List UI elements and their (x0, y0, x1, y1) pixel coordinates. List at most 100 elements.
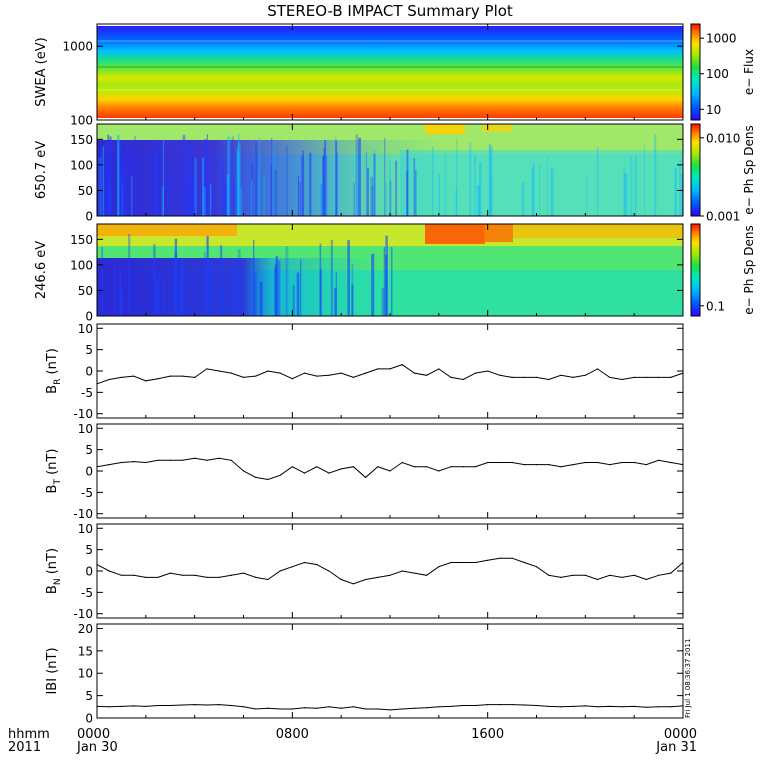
spectrogram-streak (469, 142, 472, 216)
y-tick-label: 5 (85, 543, 93, 557)
data-point (389, 368, 391, 370)
data-point (255, 375, 257, 377)
x-axis-row2-label: 2011 (8, 740, 41, 755)
data-point (206, 576, 208, 579)
data-point (596, 706, 599, 708)
spectrogram-streak (335, 140, 338, 216)
data-point (633, 376, 635, 378)
x-tick-label: 1600 (471, 727, 504, 742)
data-point (291, 708, 293, 710)
data-point (499, 461, 501, 464)
data-point (487, 704, 489, 706)
data-point (352, 376, 354, 378)
spectrogram-streak (302, 150, 304, 216)
data-point (133, 574, 135, 576)
data-point (206, 368, 208, 370)
spectrogram-streak (222, 163, 225, 216)
y-tick-label: 0 (85, 465, 93, 479)
data-point (145, 380, 147, 382)
data-point (242, 572, 245, 574)
spectrogram-streak (296, 272, 300, 316)
data-point (474, 561, 477, 564)
data-point (328, 570, 330, 572)
magnetic-field-lines (96, 364, 684, 711)
y-tick-label: 5 (85, 689, 93, 703)
data-point (352, 706, 354, 708)
spectrogram-streak (389, 180, 392, 216)
spectrogram-streak (131, 176, 133, 216)
spectrogram-streak (117, 143, 119, 216)
y-axis-label-unit: (nT) (45, 348, 60, 378)
spectrogram-streak (192, 178, 195, 216)
spectrogram-streak (155, 156, 158, 216)
data-point (365, 476, 367, 478)
y-tick-label: -5 (81, 486, 93, 500)
spectrogram-streak (385, 181, 387, 216)
colorbar-tick-label: 0.001 (706, 210, 740, 224)
spectrogram-streak (263, 175, 266, 216)
spectrogram-streak (479, 162, 482, 216)
y-tick-label: 0 (85, 565, 93, 579)
data-point (584, 374, 586, 376)
data-point (499, 374, 501, 376)
spectrogram-streak (98, 157, 102, 216)
data-point (230, 459, 232, 461)
spectrogram-streak (334, 288, 337, 316)
spectrogram-streak (323, 148, 326, 216)
spectrogram-streak (171, 164, 173, 216)
y-axis-label: BT (nT) (45, 449, 63, 494)
spectrogram-streak (324, 140, 327, 216)
data-point (194, 704, 196, 706)
data-point (157, 576, 159, 579)
spectrogram-streak (175, 279, 177, 316)
data-point (242, 706, 245, 708)
data-point (548, 378, 550, 381)
colorbar-pad246 (690, 223, 701, 317)
colorbar-tick-label: 0.1 (706, 299, 725, 313)
data-point (535, 464, 538, 466)
data-point (120, 705, 122, 708)
spectrogram-streak (624, 173, 628, 216)
y-axis-label-unit: (nT) (45, 449, 60, 479)
data-point (499, 704, 501, 706)
y-tick-label: 20 (78, 622, 93, 636)
data-point (133, 375, 135, 377)
data-point (303, 707, 306, 709)
spectrogram-streak (277, 260, 281, 316)
spectrogram-streak (274, 169, 277, 216)
data-point (108, 570, 110, 572)
data-point (413, 372, 415, 374)
data-point (658, 574, 660, 576)
spectrogram-streak (383, 247, 385, 316)
y-axis-label: BN (nT) (45, 548, 63, 594)
spectrogram-streak (490, 146, 493, 216)
y-tick-label: 10 (78, 422, 93, 436)
data-point (267, 578, 269, 581)
spectrogram-streak (237, 249, 241, 316)
y-tick-label: 5 (85, 443, 93, 457)
spectrogram-streak (253, 240, 255, 316)
spectrogram-streak (162, 139, 164, 216)
plot-title: STEREO-B IMPACT Summary Plot (267, 2, 513, 20)
data-point (255, 576, 257, 579)
data-point (462, 704, 464, 707)
data-point (291, 466, 293, 468)
data-point (145, 576, 147, 579)
data-point (487, 559, 489, 561)
data-point (108, 464, 110, 466)
data-point (658, 459, 660, 461)
spectrogram-streak (109, 183, 111, 216)
data-point (535, 376, 538, 378)
data-point (426, 574, 428, 576)
data-point (267, 478, 269, 481)
data-point (572, 464, 574, 466)
data-point (352, 583, 354, 585)
spectrogram-streak (153, 244, 156, 316)
data-point (535, 704, 538, 707)
spectrogram-streak (371, 185, 374, 216)
spectrogram-streak (204, 138, 207, 216)
x-tick-label: 0800 (276, 727, 309, 742)
